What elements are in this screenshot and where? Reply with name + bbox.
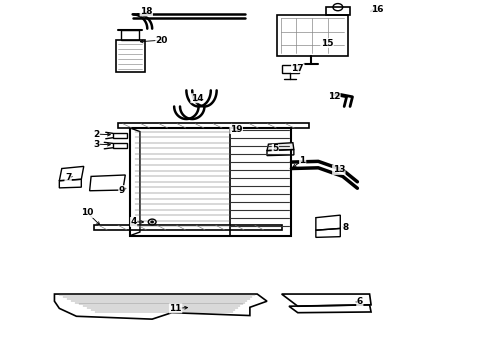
Text: 14: 14	[191, 94, 203, 103]
Text: 13: 13	[333, 166, 345, 175]
Text: 5: 5	[272, 144, 278, 153]
Text: 18: 18	[140, 7, 152, 16]
Polygon shape	[267, 143, 294, 150]
Text: 7: 7	[65, 173, 72, 182]
Text: 15: 15	[321, 39, 333, 48]
Text: 17: 17	[292, 64, 304, 73]
Text: 12: 12	[328, 92, 340, 101]
Circle shape	[151, 221, 154, 223]
Text: 2: 2	[93, 130, 99, 139]
Text: 19: 19	[230, 125, 243, 134]
Text: 3: 3	[93, 140, 99, 149]
Text: 1: 1	[299, 156, 306, 165]
Text: 4: 4	[130, 217, 137, 226]
Text: 8: 8	[342, 223, 348, 232]
Text: 16: 16	[370, 5, 383, 14]
Text: 11: 11	[170, 304, 182, 313]
Text: 9: 9	[119, 185, 125, 194]
Text: 20: 20	[156, 36, 168, 45]
Text: 6: 6	[357, 297, 363, 306]
Circle shape	[148, 219, 156, 225]
Text: 10: 10	[81, 208, 94, 217]
